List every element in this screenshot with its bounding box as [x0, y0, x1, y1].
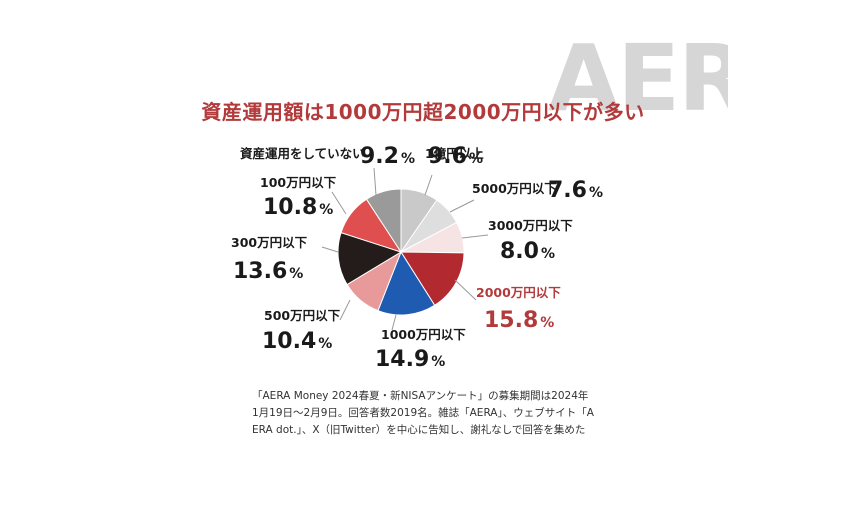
slice-label: 300万円以下 — [231, 235, 308, 250]
leader-line — [339, 299, 351, 321]
leader-line — [373, 167, 377, 196]
chart-title: 資産運用額は1000万円超2000万円以下が多い — [201, 100, 645, 124]
aera-logo: AERA — [548, 25, 728, 120]
slice-value: 7.6% — [548, 178, 603, 203]
leader-line — [321, 246, 339, 253]
slice-label: 2000万円以下 — [476, 285, 561, 300]
slice-label: 500万円以下 — [264, 308, 341, 323]
slice-label: 1億円以上 — [425, 146, 484, 161]
slice-value: 10.8% — [263, 195, 333, 220]
slice-label: 資産運用をしていない — [240, 146, 365, 161]
slice-label: 100万円以下 — [260, 175, 337, 190]
survey-note-line: ERA dot.」、X（旧Twitter）を中心に告知し、謝礼なしで回答を集めた — [252, 424, 586, 436]
slice-value: 15.8% — [484, 308, 554, 333]
leader-line — [424, 174, 433, 196]
pie-slice — [365, 188, 402, 254]
leader-line — [454, 279, 477, 301]
leader-line — [461, 234, 489, 239]
slice-label: 5000万円以下 — [472, 181, 557, 196]
slice-label: 1000万円以下 — [381, 327, 466, 342]
survey-note-line: 1月19日～2月9日。回答者数2019名。雑誌「AERA」、ウェブサイト「A — [252, 407, 594, 419]
slice-value: 9.2% — [360, 144, 415, 169]
pie-slice — [400, 251, 465, 306]
survey-note: 「AERA Money 2024春夏・新NISAアンケート」の募集期間は2024… — [252, 388, 594, 439]
slice-value: 8.0% — [500, 239, 555, 264]
leader-line — [391, 314, 397, 331]
leader-line — [331, 191, 347, 215]
survey-note-line: 「AERA Money 2024春夏・新NISAアンケート」の募集期間は2024… — [252, 390, 589, 402]
leader-line — [449, 199, 475, 213]
pie-slice — [337, 231, 403, 286]
aera-logo-text: AERA — [548, 25, 728, 120]
slice-label: 3000万円以下 — [488, 218, 573, 233]
slice-value: 10.4% — [262, 329, 332, 354]
slice-value: 13.6% — [233, 259, 303, 284]
slice-value: 14.9% — [375, 347, 445, 372]
pie-slice — [377, 250, 436, 316]
